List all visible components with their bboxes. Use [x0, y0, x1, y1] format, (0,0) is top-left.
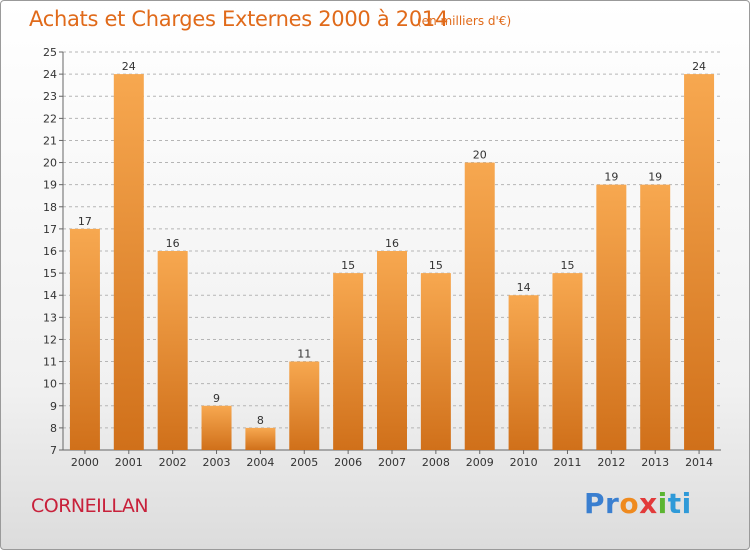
bar [464, 162, 495, 451]
bar [113, 74, 144, 450]
x-tick-label: 2002 [159, 456, 187, 469]
x-tick-label: 2005 [290, 456, 318, 469]
data-label: 11 [297, 348, 311, 361]
x-tick-label: 2007 [378, 456, 406, 469]
data-labels: 17 24 16 9 8 11 15 16 15 20 14 15 19 19 24 [78, 60, 706, 427]
data-label: 15 [429, 259, 443, 272]
x-tick-label: 2000 [71, 456, 99, 469]
y-tick-label: 25 [43, 46, 57, 59]
y-tick-label: 20 [43, 157, 57, 170]
bar [289, 361, 320, 450]
bar [684, 74, 715, 450]
bar [245, 427, 276, 450]
x-tick-label: 2004 [246, 456, 274, 469]
bar [552, 273, 583, 450]
x-tick-label: 2001 [115, 456, 143, 469]
bar [377, 251, 407, 450]
bars [69, 74, 715, 451]
bar [420, 273, 451, 450]
logo-part: i [657, 487, 668, 520]
data-label: 14 [517, 281, 531, 294]
y-tick-label: 22 [43, 112, 57, 125]
y-tick-label: 15 [43, 267, 57, 280]
logo-part: ti [667, 487, 692, 520]
y-tick-label: 11 [43, 356, 57, 369]
y-tick-label: 23 [43, 90, 57, 103]
y-tick-label: 14 [43, 289, 57, 302]
x-tick-label: 2012 [597, 456, 625, 469]
data-label: 17 [78, 215, 92, 228]
y-tick-label: 24 [43, 68, 57, 81]
bar [333, 273, 364, 450]
bar [508, 295, 539, 450]
x-tick-label: 2008 [422, 456, 450, 469]
x-tick-label: 2006 [334, 456, 362, 469]
y-tick-label: 12 [43, 333, 57, 346]
x-tick-label: 2011 [553, 456, 581, 469]
x-tick-label: 2010 [510, 456, 538, 469]
y-tick-label: 10 [43, 378, 57, 391]
data-label: 15 [560, 259, 574, 272]
bar [201, 405, 232, 450]
city-name: CORNEILLAN [31, 495, 149, 517]
data-label: 8 [257, 414, 264, 427]
y-tick-labels: 7 8 9 10 11 12 13 14 15 16 17 18 19 20 21 22 23 24 25 [43, 46, 57, 457]
logo-part: o [619, 487, 640, 520]
y-tick-label: 21 [43, 134, 57, 147]
y-tick-label: 18 [43, 201, 57, 214]
data-label: 16 [166, 237, 180, 250]
bar [157, 251, 188, 450]
bar [596, 184, 627, 450]
y-tick-label: 17 [43, 223, 57, 236]
x-tick-label: 2003 [203, 456, 231, 469]
data-label: 20 [473, 149, 487, 162]
chart-subtitle: (en milliers d'€) [417, 14, 512, 28]
data-label: 9 [213, 392, 220, 405]
y-tick-label: 13 [43, 311, 57, 324]
chart-title: Achats et Charges Externes 2000 à 2014 [29, 7, 449, 31]
x-tick-label: 2014 [685, 456, 713, 469]
x-tick-label: 2009 [466, 456, 494, 469]
logo-part: x [639, 487, 658, 520]
y-tick-label: 9 [50, 400, 57, 413]
data-label: 19 [604, 171, 618, 184]
y-tick-label: 19 [43, 179, 57, 192]
y-tick-label: 7 [50, 444, 57, 457]
data-label: 24 [692, 60, 706, 73]
data-label: 19 [648, 171, 662, 184]
bar [69, 228, 100, 450]
data-label: 15 [341, 259, 355, 272]
x-tick-labels: 2000 2001 2002 2003 2004 2005 2006 2007 2008 2009… [71, 450, 713, 469]
y-tick-label: 16 [43, 245, 57, 258]
x-tick-label: 2013 [641, 456, 669, 469]
y-tick-label: 8 [50, 422, 57, 435]
logo-part: Pr [584, 487, 620, 520]
proxiti-logo[interactable]: Proxiti [584, 487, 692, 520]
bar [640, 184, 671, 450]
data-label: 24 [122, 60, 136, 73]
data-label: 16 [385, 237, 399, 250]
